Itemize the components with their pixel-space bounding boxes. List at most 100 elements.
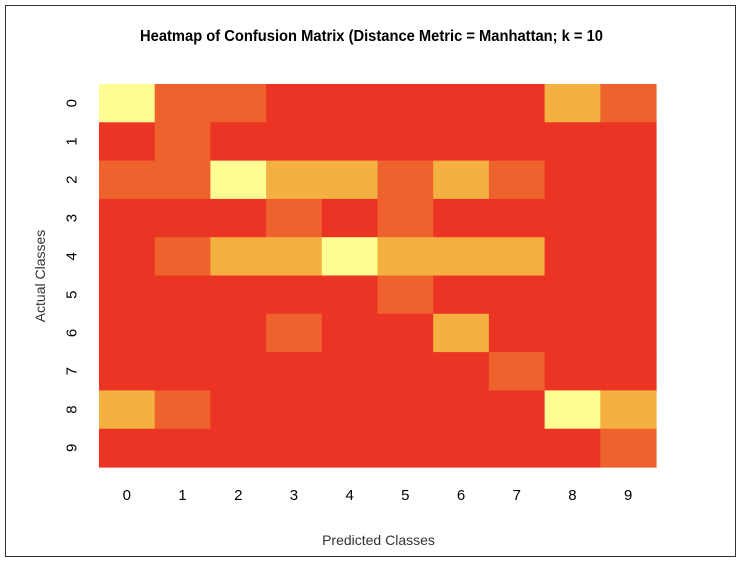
- y-tick-label: 0: [64, 99, 81, 107]
- heatmap-cell-1-0: [99, 122, 156, 162]
- heatmap-cell-0-5: [377, 84, 434, 123]
- heatmap-cell-0-8: [544, 84, 601, 123]
- heatmap-cell-9-6: [433, 428, 490, 468]
- heatmap-cell-5-5: [377, 275, 434, 315]
- heatmap-cell-3-0: [99, 198, 156, 238]
- heatmap-cell-5-4: [321, 275, 379, 315]
- y-tick-label: 1: [64, 137, 81, 145]
- heatmap-cell-6-9: [600, 313, 657, 353]
- heatmap-cell-6-2: [210, 313, 267, 353]
- heatmap-cell-2-2: [210, 160, 267, 200]
- heatmap-cell-4-8: [544, 237, 601, 277]
- heatmap-cell-2-5: [377, 160, 434, 200]
- heatmap-cell-7-9: [600, 352, 657, 391]
- heatmap-cell-6-3: [266, 313, 323, 353]
- heatmap-cell-3-6: [433, 198, 490, 238]
- heatmap-cell-9-8: [544, 428, 601, 468]
- heatmap-cell-5-7: [488, 275, 546, 315]
- heatmap-cell-1-7: [488, 122, 546, 162]
- heatmap-cell-1-1: [154, 122, 211, 162]
- heatmap-cell-8-0: [99, 390, 156, 430]
- heatmap-cell-1-9: [600, 122, 657, 162]
- y-tick-label: 8: [64, 405, 81, 413]
- heatmap-cell-8-1: [154, 390, 211, 430]
- heatmap-cell-5-2: [210, 275, 267, 315]
- heatmap-cell-9-4: [321, 428, 379, 468]
- heatmap-cell-2-7: [488, 160, 546, 200]
- heatmap-cell-6-1: [154, 313, 211, 353]
- heatmap-cell-4-6: [433, 237, 490, 277]
- y-tick-label: 4: [64, 252, 81, 260]
- heatmap-cell-0-3: [266, 84, 323, 123]
- heatmap-cell-2-8: [544, 160, 601, 200]
- heatmap-cell-0-6: [433, 84, 490, 123]
- heatmap-cell-0-2: [210, 84, 267, 123]
- heatmap-cell-8-5: [377, 390, 434, 430]
- heatmap-cell-7-6: [433, 352, 490, 391]
- heatmap-cell-0-4: [321, 84, 379, 123]
- x-tick-label: 2: [234, 487, 242, 504]
- heatmap-cell-5-9: [600, 275, 657, 315]
- heatmap-cell-4-7: [488, 237, 546, 277]
- heatmap-cell-1-5: [377, 122, 434, 162]
- heatmap-cell-5-8: [544, 275, 601, 315]
- heatmap-cell-9-9: [600, 428, 657, 468]
- heatmap-cell-6-4: [321, 313, 379, 353]
- y-tick-label: 7: [64, 367, 81, 375]
- heatmap-cell-2-0: [99, 160, 156, 200]
- heatmap-cell-2-9: [600, 160, 657, 200]
- heatmap-cell-4-5: [377, 237, 434, 277]
- x-tick-label: 5: [401, 487, 409, 504]
- heatmap-cell-3-8: [544, 198, 601, 238]
- heatmap-cell-0-9: [600, 84, 657, 123]
- heatmap-cell-6-0: [99, 313, 156, 353]
- heatmap-cell-5-1: [154, 275, 211, 315]
- heatmap-cell-3-9: [600, 198, 657, 238]
- heatmap-cell-1-3: [266, 122, 323, 162]
- x-tick-label: 8: [568, 487, 576, 504]
- heatmap-cell-2-4: [321, 160, 379, 200]
- heatmap-cell-4-4: [321, 237, 379, 277]
- heatmap-cell-7-0: [99, 352, 156, 391]
- heatmap-cell-9-5: [377, 428, 434, 468]
- heatmap-cell-0-1: [154, 84, 211, 123]
- heatmap-cell-8-8: [544, 390, 601, 430]
- heatmap-cell-4-2: [210, 237, 267, 277]
- x-tick-label: 1: [178, 487, 186, 504]
- heatmap-cell-0-0: [99, 84, 156, 123]
- heatmap-cell-4-0: [99, 237, 156, 277]
- heatmap-cell-2-1: [154, 160, 211, 200]
- x-tick-labels: 0 1 2 3 4 5 6 7 8 9: [123, 487, 633, 504]
- y-tick-label: 2: [64, 176, 81, 184]
- heatmap-cell-9-1: [154, 428, 211, 468]
- heatmap-cell-1-8: [544, 122, 601, 162]
- heatmap-cell-7-3: [266, 352, 323, 391]
- heatmap-cell-0-7: [488, 84, 546, 123]
- heatmap-cell-8-2: [210, 390, 267, 430]
- heatmap-cell-7-8: [544, 352, 601, 391]
- heatmap-cell-8-4: [321, 390, 379, 430]
- x-tick-label: 3: [290, 487, 298, 504]
- heatmap-cell-1-6: [433, 122, 490, 162]
- heatmap-cell-3-3: [266, 198, 323, 238]
- heatmap-cell-6-6: [433, 313, 490, 353]
- heatmap-cell-3-4: [321, 198, 379, 238]
- heatmap-cell-6-5: [377, 313, 434, 353]
- heatmap-cell-9-0: [99, 428, 156, 468]
- heatmap-cell-7-1: [154, 352, 211, 391]
- y-tick-labels: 0 1 2 3 4 5 6 7 8 9: [64, 99, 81, 452]
- heatmap-cell-1-2: [210, 122, 267, 162]
- heatmap-cells: [99, 84, 657, 468]
- heatmap-cell-7-4: [321, 352, 379, 391]
- y-tick-label: 6: [64, 329, 81, 337]
- heatmap-cell-7-2: [210, 352, 267, 391]
- x-axis-label: Predicted Classes: [322, 532, 435, 548]
- heatmap-cell-4-9: [600, 237, 657, 277]
- x-tick-label: 6: [457, 487, 465, 504]
- y-tick-label: 3: [64, 214, 81, 222]
- heatmap-cell-4-1: [154, 237, 211, 277]
- heatmap-cell-8-7: [488, 390, 546, 430]
- heatmap-cell-3-2: [210, 198, 267, 238]
- y-tick-label: 9: [64, 444, 81, 452]
